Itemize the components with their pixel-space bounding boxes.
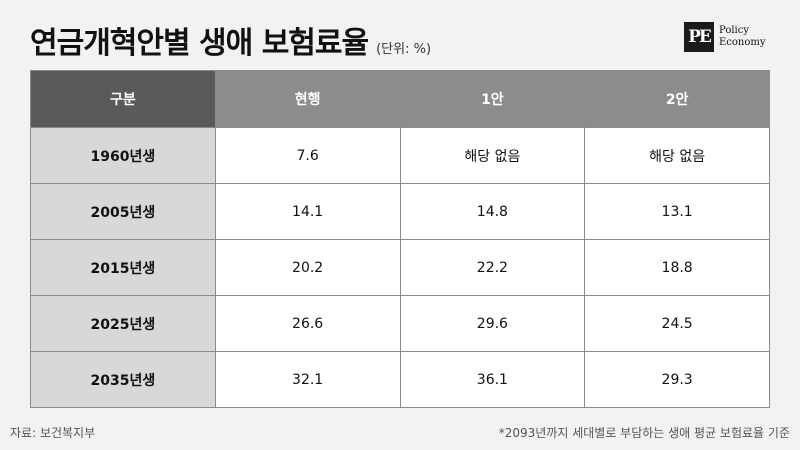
table-row: 2015년생 20.2 22.2 18.8 — [30, 239, 770, 296]
unit-label: (단위: %) — [376, 42, 432, 57]
page-title: 연금개혁안별 생애 보험료율 — [30, 26, 369, 61]
logo-line-1: Policy — [719, 25, 749, 36]
table-cell: 해당 없음 — [584, 127, 770, 184]
table-cell: 36.1 — [399, 351, 586, 408]
row-header: 1960년생 — [30, 127, 216, 184]
table-cell: 18.8 — [584, 239, 770, 296]
table-cell: 24.5 — [584, 295, 770, 352]
footnote: *2093년까지 세대별로 부담하는 생애 평균 보험료율 기준 — [498, 426, 790, 440]
column-header-plan-2: 2안 — [584, 70, 770, 128]
table-cell: 22.2 — [399, 239, 586, 296]
table-cell: 20.2 — [214, 239, 401, 296]
table-cell: 29.6 — [399, 295, 586, 352]
logo-text: Policy Economy — [719, 25, 766, 49]
table-row: 2035년생 32.1 36.1 29.3 — [30, 351, 770, 408]
row-header: 2035년생 — [30, 351, 216, 408]
logo-mark: PE — [684, 22, 714, 52]
table-cell: 32.1 — [214, 351, 401, 408]
column-header-current: 현행 — [214, 70, 401, 128]
table-row: 2025년생 26.6 29.6 24.5 — [30, 295, 770, 352]
column-header-category: 구분 — [30, 70, 216, 128]
table-cell: 29.3 — [584, 351, 770, 408]
table-cell: 26.6 — [214, 295, 401, 352]
table-cell: 14.8 — [399, 183, 586, 240]
row-header: 2015년생 — [30, 239, 216, 296]
policy-economy-logo: PE Policy Economy — [684, 22, 766, 52]
source-note: 자료: 보건복지부 — [10, 426, 96, 440]
table-cell: 14.1 — [214, 183, 401, 240]
column-header-plan-1: 1안 — [399, 70, 586, 128]
table-cell: 13.1 — [584, 183, 770, 240]
table-cell: 7.6 — [214, 127, 401, 184]
table-header-row: 구분 현행 1안 2안 — [30, 70, 770, 128]
premium-rate-table: 구분 현행 1안 2안 1960년생 7.6 해당 없음 해당 없음 2005년… — [30, 70, 770, 408]
row-header: 2025년생 — [30, 295, 216, 352]
table-row: 2005년생 14.1 14.8 13.1 — [30, 183, 770, 240]
logo-line-2: Economy — [719, 37, 766, 48]
table-cell: 해당 없음 — [399, 127, 586, 184]
table-row: 1960년생 7.6 해당 없음 해당 없음 — [30, 127, 770, 184]
row-header: 2005년생 — [30, 183, 216, 240]
title-block: 연금개혁안별 생애 보험료율 (단위: %) — [30, 18, 431, 62]
